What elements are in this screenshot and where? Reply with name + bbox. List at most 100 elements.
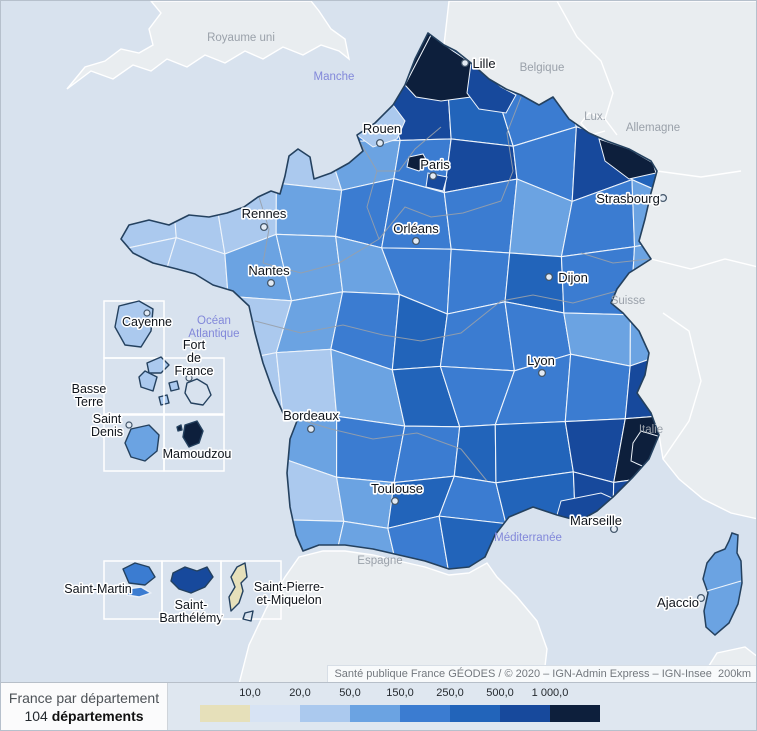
legend-swatch [450,705,500,722]
territory-saint-martin[interactable]: Saint-Martin [63,560,163,620]
city-label-rouen: Rouen [363,121,401,136]
territory-island[interactable] [242,610,254,622]
city-marker-nantes [266,278,276,288]
departement-cell[interactable] [406,153,429,172]
territory-label-saint-denis: Denis [91,425,123,439]
city-label-nantes: Nantes [248,263,290,278]
legend-swatch [400,705,450,722]
territory-box [163,413,225,472]
map-title: France par département [8,689,160,706]
legend-tick: 10,0 [239,687,261,699]
territory-mamoudzou[interactable]: Mamoudzou [161,413,233,472]
legend-swatch [200,705,250,722]
territory-island[interactable] [176,424,183,432]
territory-label-cayenne: Cayenne [122,315,172,329]
city-marker-dijon [544,272,554,282]
territory-marker [125,421,133,429]
legend-swatch [250,705,300,722]
department-count-label: départements [51,707,144,724]
legend-swatches [200,705,620,722]
city-lille: Lille [460,54,497,73]
territory-label-fort-de-france: France [175,364,214,378]
departement-cell[interactable] [453,424,497,484]
legend-tick: 250,0 [436,687,464,699]
sea-label-ocean-atlantique: Atlantique [188,328,239,340]
city-label-rennes: Rennes [242,206,287,221]
sea-label-mediterranee: Méditerranée [494,532,562,544]
city-strasbourg: Strasbourg [595,189,668,208]
territory-saint-pierre-et-miquelon[interactable]: Saint-Pierre-et-Miquelon [220,560,326,622]
corsica-border [706,580,742,592]
city-lyon: Lyon [526,351,556,378]
city-marker-rennes [259,222,269,232]
city-rouen: Rouen [361,119,403,148]
territory-label-fort-de-france: Fort [183,338,206,352]
territory-label-basse-terre: Basse [72,382,107,396]
legend-swatch [550,705,600,722]
territory-island[interactable] [168,380,180,392]
city-marker-rouen [375,138,385,148]
city-dijon: Dijon [544,268,589,287]
territory-island[interactable] [170,566,214,594]
territory-label-fort-de-france: de [187,351,201,365]
city-ajaccio: Ajaccio [655,593,706,612]
territory-box [163,357,225,416]
territory-island[interactable] [126,586,152,598]
legend-panel: France par département 104 départements … [1,682,756,730]
departement-cell[interactable] [443,178,518,254]
territory-label-saint-pierre-et-miquelon: Saint-Pierre- [254,580,324,594]
territory-label-saint-denis: Saint [93,412,122,426]
territory-island[interactable] [138,370,158,392]
departement-cell[interactable] [466,62,517,114]
country-label-belgique: Belgique [520,62,565,74]
country-label-suisse: Suisse [611,295,646,307]
territory-cayenne[interactable]: Cayenne [103,300,174,359]
territory-label-saint-martin: Saint-Martin [64,582,131,596]
france-coastline [120,32,660,570]
country-label-italie: Italie [639,424,663,436]
europe-internal-borders [556,1,756,460]
territory-label-saint-pierre-et-miquelon: et-Miquelon [256,593,321,607]
region-borders [254,96,650,482]
corsica[interactable] [702,532,743,636]
city-rennes: Rennes [240,204,289,232]
legend-swatch [300,705,350,722]
sea-label-manche: Manche [314,71,355,83]
city-label-marseille: Marseille [570,513,622,528]
territory-island[interactable] [122,562,156,586]
territory-island[interactable] [182,420,204,448]
map-attribution: Santé publique France GÉODES / © 2020 – … [327,665,756,684]
territory-island[interactable] [184,378,212,406]
territory-island[interactable] [124,424,160,462]
city-marseille: Marseille [568,511,624,534]
map-canvas[interactable]: Royaume uni Belgique Lux. Allemagne Suisse It… [1,1,757,684]
city-marker-paris [428,171,438,181]
city-toulouse: Toulouse [369,479,425,506]
legend-tick: 50,0 [339,687,361,699]
city-marker-bordeaux [306,424,316,434]
departement-cell[interactable] [336,415,406,484]
legend-tick: 20,0 [289,687,311,699]
city-label-paris: Paris [420,157,450,172]
legend-swatch [350,705,400,722]
city-label-lille: Lille [472,56,495,71]
country-label-espagne: Espagne [357,555,402,567]
city-nantes: Nantes [247,261,292,288]
territory-island[interactable] [228,562,248,612]
city-label-orleans: Orléans [393,221,439,236]
city-label-bordeaux: Bordeaux [283,408,339,423]
legend-swatch [500,705,550,722]
legend-tick: 1 000,0 [531,687,569,699]
legend-tick: 150,0 [386,687,414,699]
city-label-dijon: Dijon [558,270,588,285]
territory-marker [185,374,193,382]
city-label-lyon: Lyon [527,353,555,368]
territory-saint-barthelemy[interactable]: Saint-Barthélémy [158,560,225,627]
city-marker-strasbourg [658,193,668,203]
city-orleans: Orléans [392,219,441,246]
departement-cell[interactable] [564,353,631,423]
france-choropleth-map[interactable]: Royaume uni Belgique Lux. Allemagne Suisse It… [1,1,757,684]
